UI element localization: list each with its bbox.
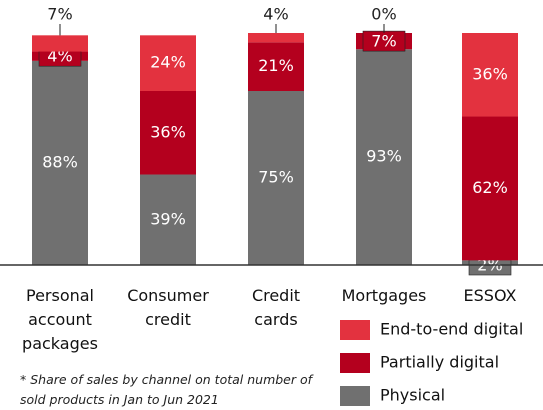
bar-segment <box>140 35 196 91</box>
value-label: 39% <box>150 209 186 228</box>
bar-segment <box>356 49 412 265</box>
legend-label: End-to-end digital <box>380 320 523 339</box>
value-label: 7% <box>371 32 396 51</box>
value-label: 88% <box>42 152 78 171</box>
legend-swatch <box>340 320 370 340</box>
bar-segment <box>462 116 518 261</box>
value-label: 4% <box>263 5 288 24</box>
value-label: 0% <box>371 5 396 24</box>
x-tick-label: Consumer credit <box>127 286 209 329</box>
value-label: 93% <box>366 147 402 166</box>
bar-segment <box>248 91 304 265</box>
legend-label: Physical <box>380 386 445 405</box>
footnote: * Share of sales by channel on total num… <box>20 372 313 407</box>
value-label: 24% <box>150 53 186 72</box>
bar-segment <box>248 33 304 43</box>
legend-swatch <box>340 353 370 373</box>
x-tick-label: ESSOX <box>464 286 517 305</box>
bar-segment <box>32 60 88 266</box>
bar-segment <box>32 35 88 52</box>
value-label: 36% <box>150 122 186 141</box>
legend-swatch <box>340 386 370 406</box>
value-label: 21% <box>258 56 294 75</box>
value-label: 75% <box>258 168 294 187</box>
value-label: 7% <box>47 5 72 24</box>
legend-label: Partially digital <box>380 353 499 372</box>
bar-segment <box>140 174 196 265</box>
x-tick-label: Mortgages <box>342 286 427 305</box>
x-tick-label: Credit cards <box>252 286 300 329</box>
x-tick-label: Personal account packages <box>22 286 98 353</box>
bar-segment <box>248 42 304 91</box>
value-label: 36% <box>472 64 508 83</box>
bar-segment <box>462 33 518 117</box>
value-label: 62% <box>472 178 508 197</box>
bar-segment <box>140 91 196 175</box>
